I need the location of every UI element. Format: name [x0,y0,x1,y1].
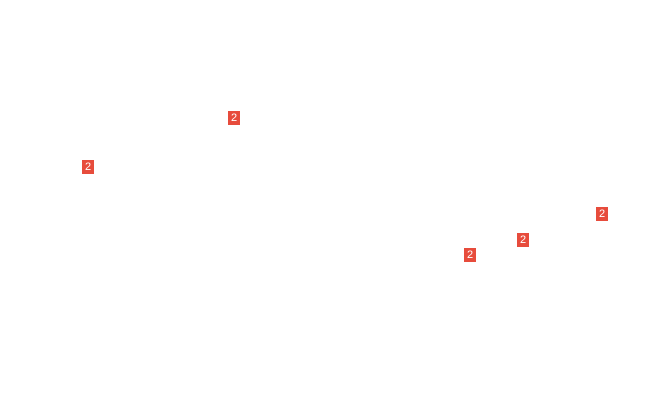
som-marker-label: 2 [466,249,474,261]
som-marker-2[interactable]: 2 [596,207,608,221]
som-marker-label: 2 [598,208,606,220]
som-marker-label: 2 [84,161,92,173]
som-marker-0[interactable]: 2 [228,111,240,125]
som-marker-1[interactable]: 2 [82,160,94,174]
som-marker-label: 2 [230,112,238,124]
som-marker-4[interactable]: 2 [464,248,476,262]
som-marker-label: 2 [519,234,527,246]
som-marker-3[interactable]: 2 [517,233,529,247]
